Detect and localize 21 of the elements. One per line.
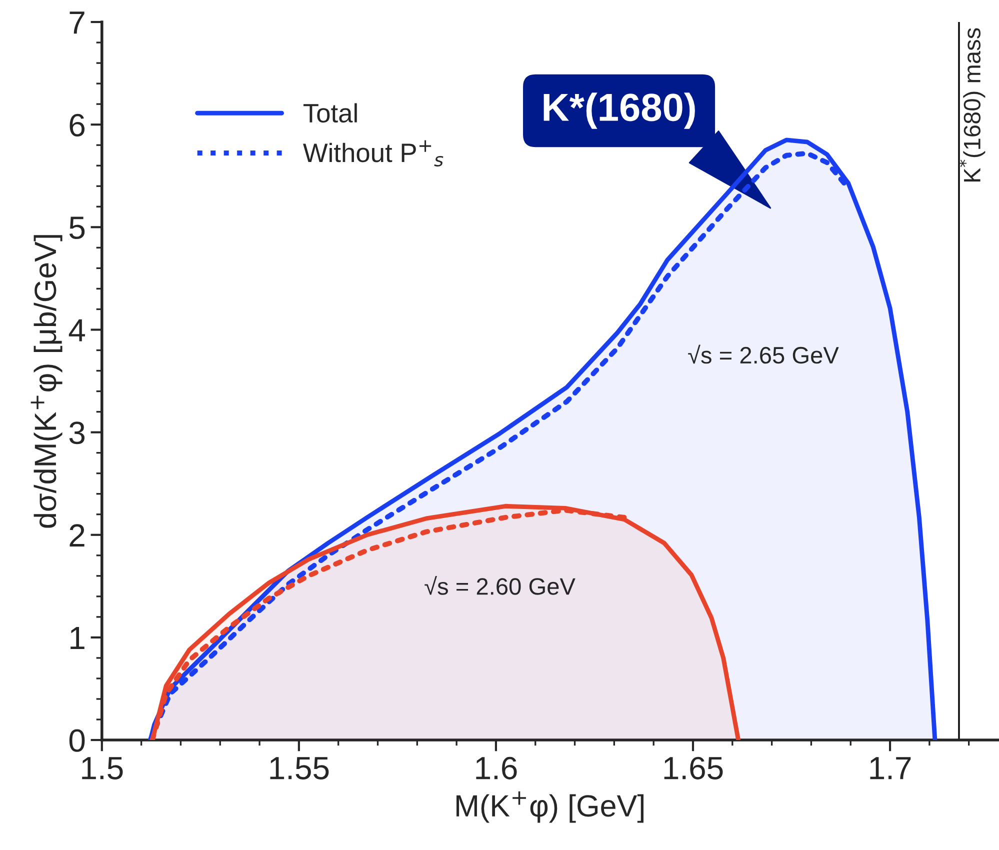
- annotation: √s = 2.65 GeV: [688, 344, 839, 364]
- y-tick-label: 7: [70, 12, 84, 34]
- legend-label: Total: [303, 103, 357, 123]
- annotation: K*(1680): [544, 92, 695, 129]
- y-tick-label: 0: [69, 729, 85, 752]
- x-tick-label: 1.55: [270, 757, 329, 780]
- x-tick-label: 1.65: [664, 756, 723, 780]
- y-tick-label: 6: [70, 114, 85, 136]
- y-tick-label: 5: [69, 216, 85, 240]
- y-axis-title: dσ/dM(K$^{+}$φ) [μb/GeV]: [30, 235, 62, 528]
- x-tick-label: 1.6: [476, 756, 517, 780]
- y-tick-label: 4: [68, 319, 85, 342]
- y-tick-label: 1: [70, 627, 84, 650]
- y-tick-label: 2: [70, 524, 84, 546]
- x-tick-label: 1.5: [82, 757, 123, 780]
- annotation: √s = 2.60 GeV: [424, 576, 576, 595]
- ref-line-label: K$^{*}$(1680) mass: [958, 28, 986, 182]
- x-tick-label: 1.7: [870, 757, 911, 780]
- x-axis-title: M(K$^{+}$φ) [GeV]: [456, 791, 644, 823]
- y-tick-label: 3: [69, 422, 85, 444]
- legend-label: Without P$^{+}$$_{s}$: [303, 140, 444, 167]
